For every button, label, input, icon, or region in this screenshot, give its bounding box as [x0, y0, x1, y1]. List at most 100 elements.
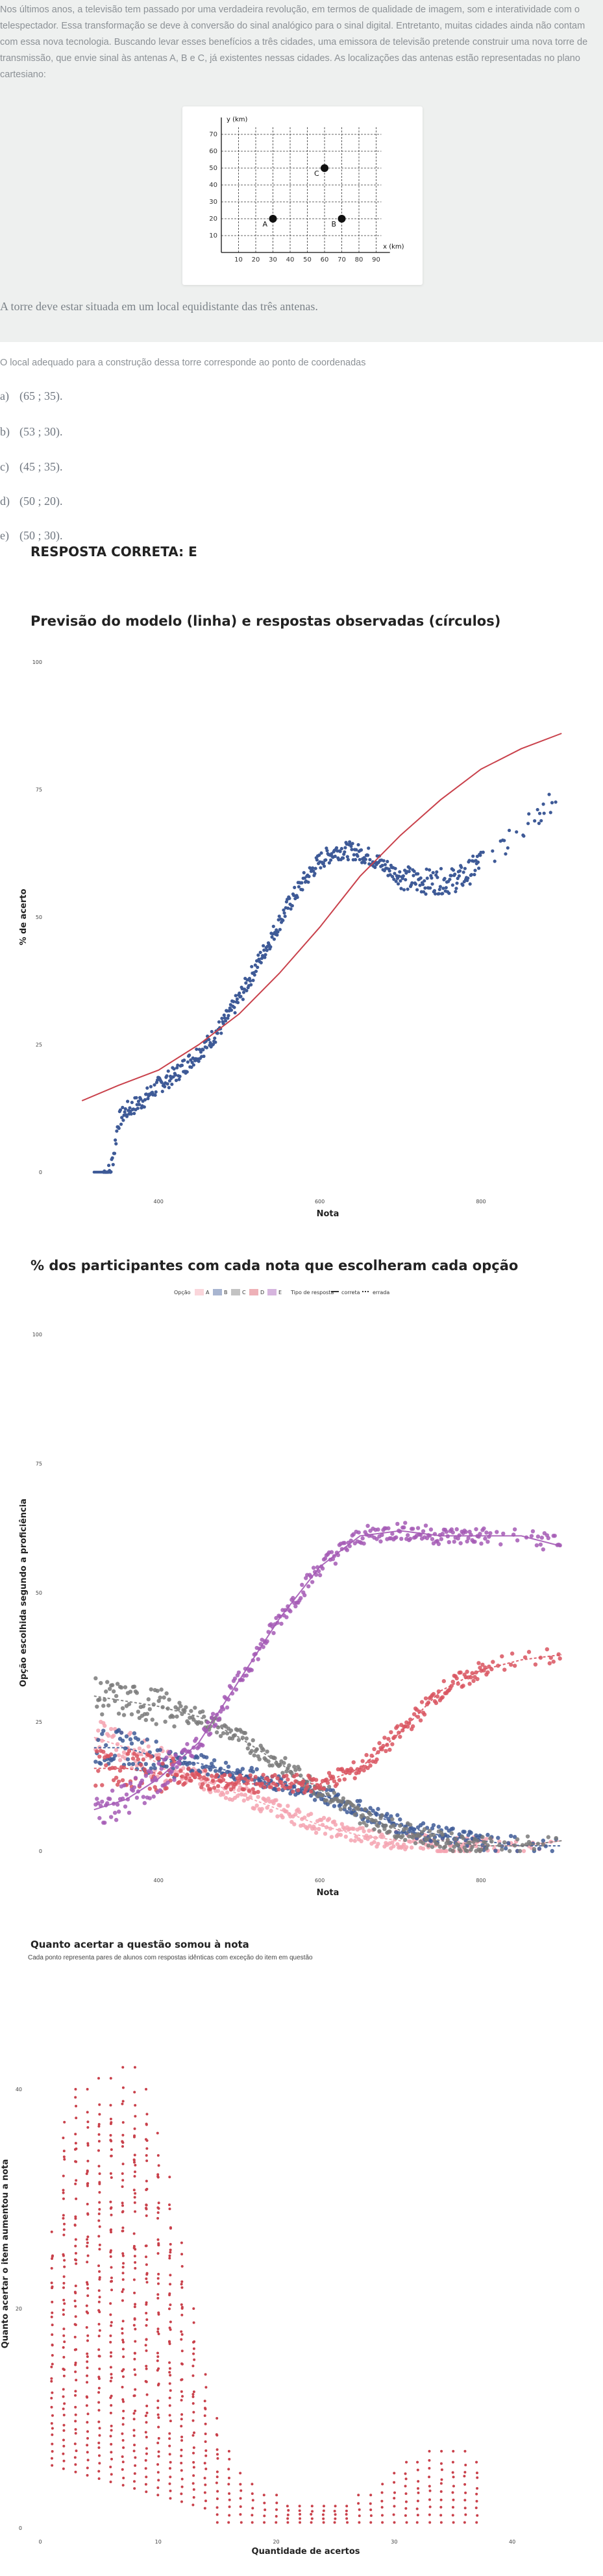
option-point: [435, 1694, 440, 1699]
gain-point: [180, 2462, 183, 2465]
option-point: [320, 1793, 325, 1798]
gain-point: [380, 2499, 384, 2503]
gain-point: [62, 2174, 65, 2177]
option-point: [136, 1737, 141, 1742]
option-point: [227, 1773, 232, 1778]
gain-point: [110, 2121, 113, 2124]
gain-point: [369, 2494, 373, 2497]
observed-point: [338, 850, 342, 853]
gain-point: [134, 2388, 137, 2391]
option-point: [252, 1790, 256, 1795]
gain-point: [156, 2327, 160, 2331]
gain-point: [134, 2104, 137, 2107]
option-point: [95, 1749, 99, 1754]
option-point: [103, 1723, 107, 1728]
option-point: [128, 1737, 133, 1742]
gain-point: [121, 2163, 125, 2166]
option-point: [128, 1730, 133, 1736]
gain-point: [145, 2122, 148, 2126]
gain-point: [286, 2505, 289, 2508]
gain-point: [74, 2394, 77, 2397]
gain-point: [98, 2277, 101, 2281]
gain-point: [275, 2515, 278, 2518]
observed-point: [236, 1001, 240, 1005]
option-point: [358, 1798, 362, 1803]
option-point: [363, 1807, 367, 1811]
gain-point: [275, 2521, 278, 2524]
observed-point: [348, 840, 352, 844]
gain-point: [227, 2483, 230, 2486]
observed-point: [438, 885, 442, 889]
gain-point: [239, 2497, 242, 2500]
gain-point: [74, 2363, 77, 2366]
observed-point: [424, 892, 428, 896]
gain-point: [204, 2440, 207, 2443]
option-point: [97, 1697, 102, 1702]
gain-point: [157, 2382, 160, 2385]
option-point: [537, 1846, 542, 1851]
gain-point: [86, 2421, 89, 2424]
option-point: [385, 1811, 389, 1817]
gain-point: [97, 2165, 101, 2168]
gain-point: [110, 2228, 113, 2231]
gain-point: [98, 2270, 101, 2273]
y-tick-label: 0: [39, 1848, 42, 1854]
observed-point: [327, 861, 331, 865]
gain-point: [192, 2460, 195, 2464]
question-statement: A torre deve estar situada em um local e…: [0, 300, 318, 313]
gain-point: [439, 2462, 443, 2465]
option-e[interactable]: e) (50 ; 30).: [0, 529, 63, 543]
x-axis-title: Quantidade de acertos: [252, 2547, 360, 2557]
option-point: [252, 1753, 256, 1758]
gain-point: [203, 2507, 206, 2510]
option-point: [360, 1813, 365, 1818]
observed-point: [149, 1085, 153, 1088]
x-tick-label: 800: [476, 1199, 486, 1205]
y-tick-label: 75: [36, 787, 42, 793]
option-point: [204, 1755, 209, 1760]
option-point: [143, 1717, 149, 1723]
gain-point: [110, 2429, 113, 2432]
gain-point: [369, 2502, 372, 2505]
gain-point: [156, 2486, 160, 2489]
gain-point: [156, 2216, 160, 2220]
option-b[interactable]: b) (53 ; 30).: [0, 425, 63, 439]
option-point: [364, 1752, 369, 1758]
gain-point: [168, 2367, 171, 2370]
option-point: [483, 1536, 487, 1541]
gain-point: [121, 2226, 125, 2229]
observed-point: [282, 911, 286, 915]
option-point: [147, 1786, 152, 1791]
observed-point: [507, 828, 511, 833]
observed-point: [217, 1020, 221, 1024]
observed-point: [189, 1058, 193, 1062]
gain-point: [132, 2412, 136, 2415]
option-a[interactable]: a) (65 ; 35).: [0, 389, 63, 403]
gain-point: [109, 2302, 112, 2305]
option-point: [114, 1693, 119, 1699]
gain-point: [50, 2422, 53, 2425]
gain-point: [439, 2506, 443, 2509]
gain-point: [98, 2276, 101, 2279]
option-text: (50 ; 20).: [19, 495, 63, 508]
option-c[interactable]: c) (45 ; 35).: [0, 460, 63, 474]
option-point: [326, 1784, 332, 1789]
option-point: [274, 1798, 278, 1802]
observed-point: [354, 848, 358, 852]
option-point: [332, 1779, 337, 1784]
option-point: [326, 1817, 332, 1821]
gain-point: [191, 2402, 195, 2405]
option-point: [141, 1795, 146, 1799]
observed-point: [343, 846, 347, 850]
gain-point: [133, 2175, 136, 2178]
observed-point: [244, 981, 248, 985]
option-point: [262, 1785, 267, 1789]
option-d[interactable]: d) (50 ; 20).: [0, 495, 63, 508]
gain-point: [74, 2238, 77, 2241]
gain-point: [145, 2179, 148, 2183]
antenna-point-c: [321, 164, 328, 172]
option-point: [186, 1721, 191, 1726]
option-point: [119, 1685, 124, 1690]
gain-point: [86, 2459, 90, 2462]
gain-point: [464, 2491, 467, 2494]
